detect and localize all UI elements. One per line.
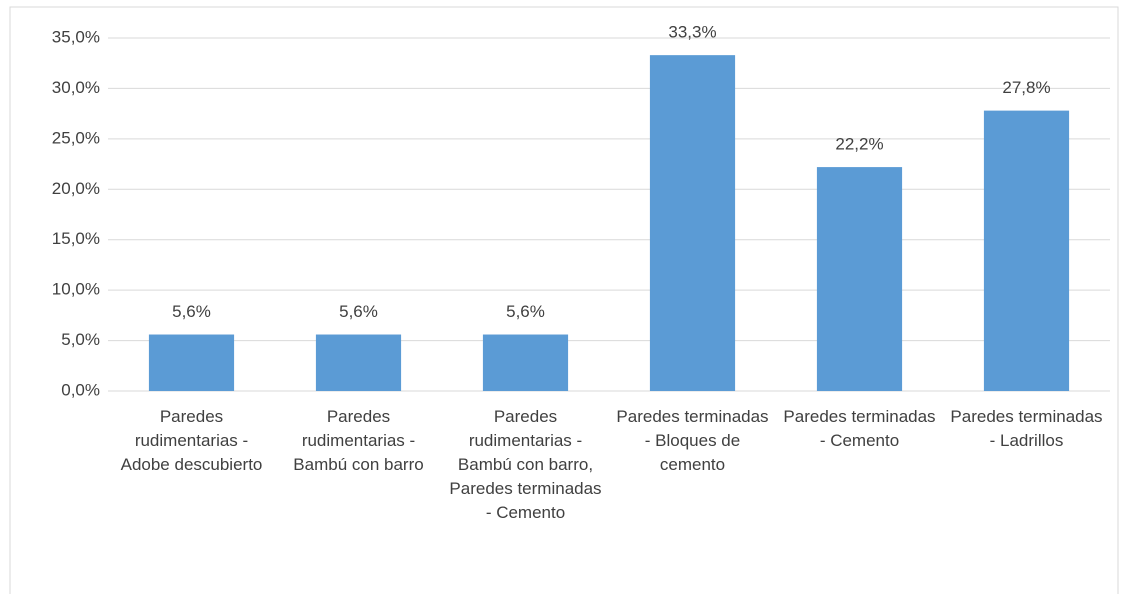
data-label: 22,2% [835,135,883,154]
x-tick-label: Paredes terminadas - Bloques de cemento [616,407,769,474]
x-tick-label: Paredes rudimentarias - Bambú con barro,… [449,407,602,522]
chart-border [9,6,1119,594]
data-label: 5,6% [339,302,378,321]
bar [482,334,569,391]
bar [315,334,402,391]
y-tick-label: 15,0% [52,229,100,248]
y-tick-label: 25,0% [52,128,100,147]
y-tick-label: 0,0% [61,380,100,399]
y-tick-label: 5,0% [61,330,100,349]
x-tick-label: Paredes terminadas - Ladrillos [950,407,1103,450]
y-tick-label: 30,0% [52,78,100,97]
data-label: 33,3% [668,23,716,42]
bar [649,55,736,391]
y-tick-label: 20,0% [52,179,100,198]
x-tick-label: Paredes terminadas - Cemento [783,407,936,450]
x-tick-label: Paredes rudimentarias - Bambú con barro [293,407,424,474]
bar [983,110,1070,392]
bar [148,334,235,391]
data-label: 5,6% [506,302,545,321]
data-label: 5,6% [172,302,211,321]
data-label: 27,8% [1002,78,1050,97]
bar [816,167,903,391]
y-tick-label: 10,0% [52,280,100,299]
y-tick-label: 35,0% [52,27,100,46]
x-tick-label: Paredes rudimentarias - Adobe descubiert… [120,407,263,474]
